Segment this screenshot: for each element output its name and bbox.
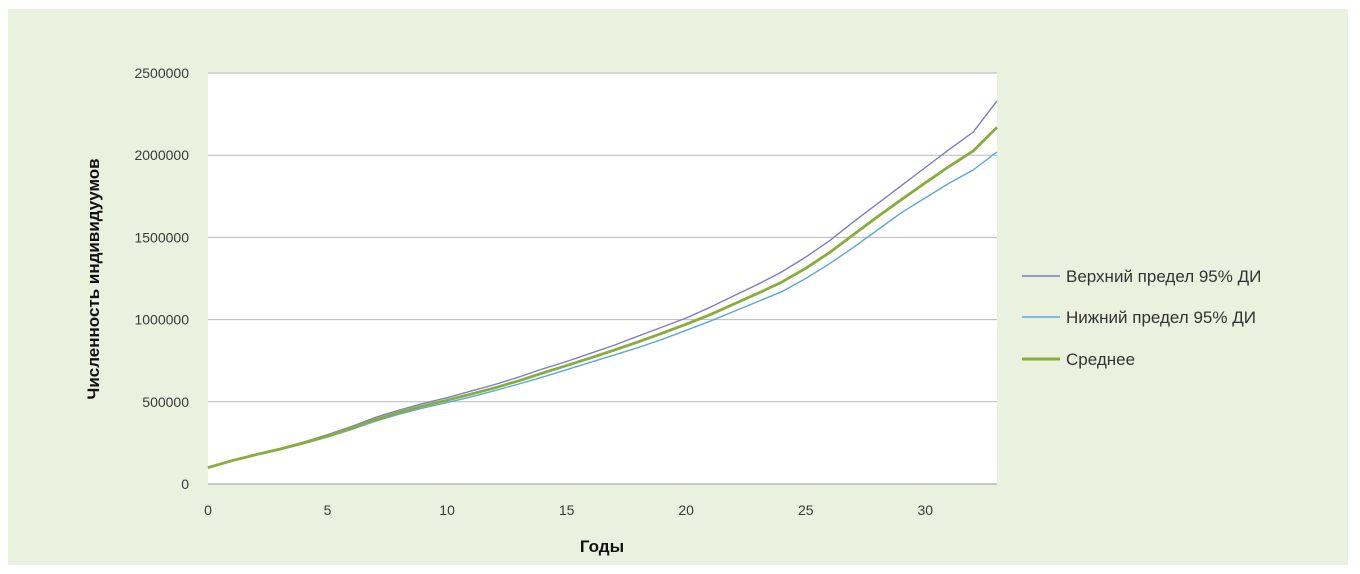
legend-label-upper: Верхний предел 95% ДИ xyxy=(1066,267,1261,286)
x-tick-label-0: 0 xyxy=(204,502,212,518)
y-tick-label-1: 500000 xyxy=(142,394,189,410)
line-chart: 0 500000 1000000 1500000 2000000 2500000 0 5 10… xyxy=(84,65,1261,556)
y-tick-label-5: 2500000 xyxy=(134,65,189,81)
series-layer xyxy=(207,100,998,469)
x-tick-label-6: 30 xyxy=(917,502,933,518)
y-tick-label-3: 1500000 xyxy=(134,229,189,245)
legend: Верхний предел 95% ДИ Нижний предел 95% … xyxy=(1022,267,1261,369)
series-line-2 xyxy=(207,126,998,469)
y-tick-labels: 0 500000 1000000 1500000 2000000 2500000 xyxy=(134,65,189,492)
y-tick-label-4: 2000000 xyxy=(134,147,189,163)
y-axis-title: Численность индивидуумов xyxy=(84,158,103,399)
x-tick-label-3: 15 xyxy=(559,502,575,518)
legend-label-lower: Нижний предел 95% ДИ xyxy=(1066,308,1256,327)
x-tick-label-5: 25 xyxy=(798,502,814,518)
x-axis-title: Годы xyxy=(580,537,624,556)
x-tick-label-4: 20 xyxy=(678,502,694,518)
gridlines xyxy=(208,72,997,485)
plot-area xyxy=(208,73,997,484)
x-tick-label-2: 10 xyxy=(439,502,455,518)
x-tick-label-1: 5 xyxy=(324,502,332,518)
y-tick-label-2: 1000000 xyxy=(134,312,189,328)
legend-label-mean: Среднее xyxy=(1066,350,1135,369)
chart-panel: 0 500000 1000000 1500000 2000000 2500000 0 5 10… xyxy=(8,9,1348,565)
x-tick-labels: 0 5 10 15 20 25 30 xyxy=(204,502,933,518)
y-tick-label-0: 0 xyxy=(181,476,189,492)
